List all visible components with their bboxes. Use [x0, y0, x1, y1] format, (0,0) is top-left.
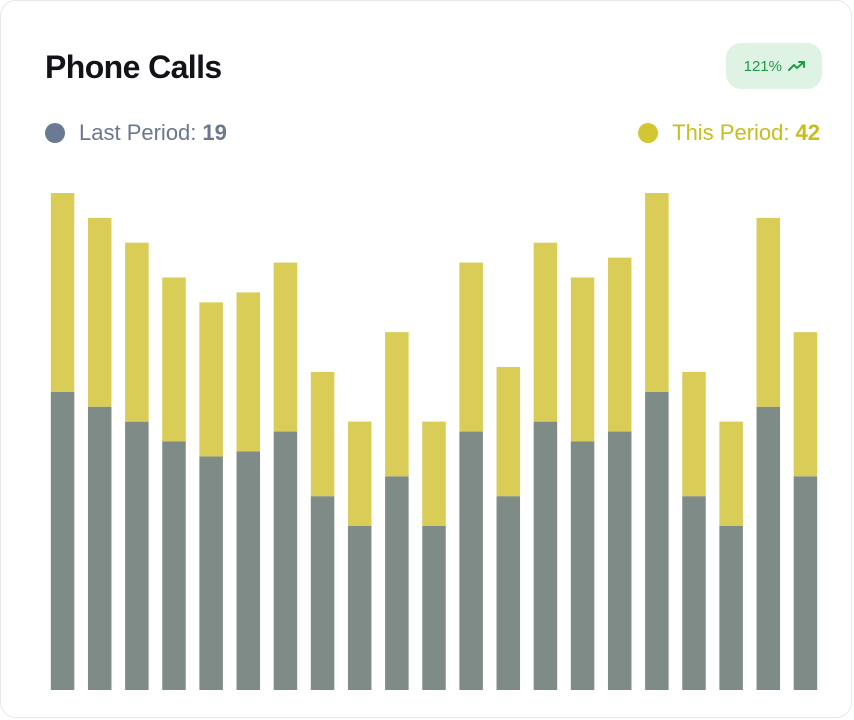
legend-last-period-value: 19 — [202, 120, 227, 145]
legend-last-period-swatch — [45, 123, 65, 143]
last-period-bar — [607, 431, 632, 690]
last-period-bar — [533, 421, 558, 690]
this-period-bar — [162, 277, 186, 442]
legend-this-period-label: This Period: — [672, 120, 790, 145]
this-period-bar — [719, 421, 743, 526]
this-period-bar — [50, 193, 75, 392]
legend-this-period-value: 42 — [795, 120, 820, 145]
last-period-bar — [87, 406, 112, 690]
growth-badge-value: 121% — [743, 57, 782, 75]
this-period-bar — [87, 217, 112, 407]
last-period-bar — [273, 431, 298, 690]
last-period-bar — [422, 525, 446, 690]
this-period-bar — [199, 302, 223, 457]
legend-this-period-swatch — [638, 123, 659, 143]
last-period-bar — [645, 391, 669, 690]
this-period-bar — [607, 257, 632, 432]
last-period-bar — [570, 441, 595, 690]
last-period-bar — [50, 391, 75, 690]
this-period-bar — [570, 277, 595, 442]
last-period-bar — [236, 451, 261, 690]
last-period-bar — [496, 496, 521, 690]
last-period-bar — [719, 525, 743, 690]
last-period-bar — [682, 496, 706, 690]
this-period-bar — [273, 262, 298, 432]
trending-up-icon — [788, 60, 806, 72]
this-period-bar — [756, 217, 781, 407]
last-period-bar — [199, 456, 223, 690]
last-period-bar — [793, 476, 818, 690]
this-period-bar — [645, 193, 669, 392]
growth-badge: 121% — [725, 43, 822, 89]
this-period-bar — [422, 421, 446, 526]
this-period-bar — [682, 371, 706, 497]
last-period-bar — [385, 476, 409, 690]
this-period-bar — [236, 292, 261, 452]
this-period-bar — [385, 332, 409, 477]
this-period-bar — [347, 421, 372, 526]
legend-last-period: Last Period: 19 — [45, 119, 227, 147]
last-period-bar — [459, 431, 483, 690]
legend-last-period-label: Last Period: — [79, 120, 197, 145]
this-period-bar — [310, 371, 335, 497]
legend-this-period: This Period: 42 — [638, 119, 820, 147]
last-period-bar — [347, 525, 372, 690]
this-period-bar — [496, 366, 521, 497]
last-period-bar — [162, 441, 186, 690]
this-period-bar — [793, 332, 818, 477]
card-title: Phone Calls — [45, 49, 222, 85]
last-period-bar — [756, 406, 781, 690]
this-period-bar — [533, 242, 558, 422]
this-period-bar — [125, 242, 149, 422]
last-period-bar — [310, 496, 335, 690]
last-period-bar — [125, 421, 149, 690]
this-period-bar — [459, 262, 483, 432]
